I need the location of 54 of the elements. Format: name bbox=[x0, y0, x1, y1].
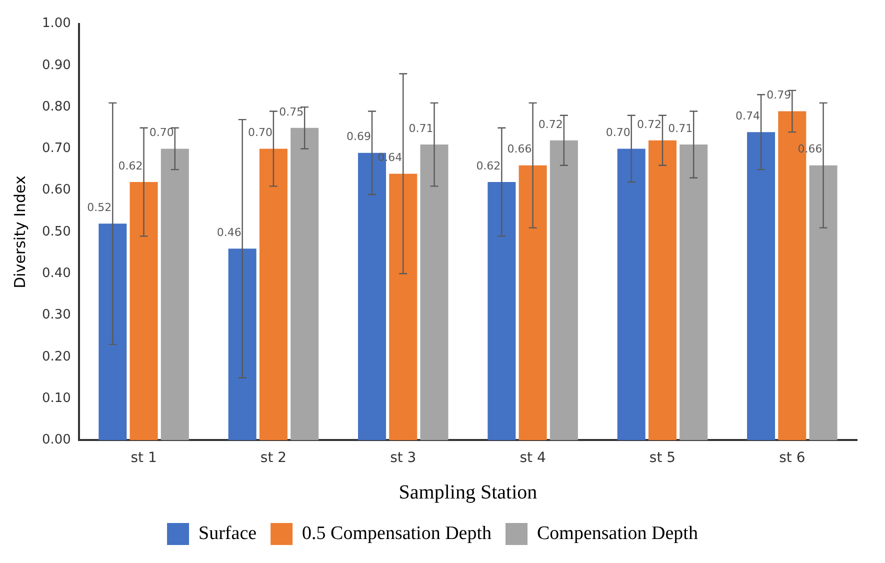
x-tick-label: st 1 bbox=[130, 450, 157, 466]
bar bbox=[518, 165, 547, 440]
y-tick-label: 0.60 bbox=[42, 182, 71, 198]
data-label: 0.46 bbox=[216, 226, 242, 240]
data-label: 0.70 bbox=[606, 126, 630, 140]
y-tick-label: 1.00 bbox=[42, 16, 71, 32]
bar bbox=[747, 132, 776, 440]
legend-label: Compensation Depth bbox=[537, 522, 698, 544]
bar bbox=[228, 248, 256, 440]
data-label: 0.71 bbox=[408, 122, 434, 135]
data-label: 0.72 bbox=[636, 118, 662, 131]
y-tick-label: 0.00 bbox=[42, 432, 71, 448]
bar bbox=[259, 148, 288, 440]
bar bbox=[550, 140, 578, 440]
x-tick-label: st 3 bbox=[390, 450, 416, 466]
data-label: 0.62 bbox=[476, 159, 501, 172]
x-tick-label: st 4 bbox=[520, 450, 546, 466]
legend-label: Surface bbox=[198, 522, 257, 544]
data-label: 0.79 bbox=[766, 88, 792, 102]
y-tick-label: 0.30 bbox=[42, 308, 71, 323]
bar bbox=[389, 174, 418, 440]
data-label: 0.52 bbox=[87, 201, 112, 214]
bar bbox=[420, 144, 448, 440]
bar bbox=[290, 128, 319, 440]
y-axis-title: Diversity Index bbox=[10, 175, 29, 288]
bar bbox=[130, 182, 158, 440]
y-tick-label: 0.50 bbox=[42, 224, 71, 240]
y-tick-label: 0.20 bbox=[42, 349, 71, 364]
x-axis-title: Sampling Station bbox=[398, 481, 538, 504]
data-label: 0.62 bbox=[118, 159, 143, 172]
data-label: 0.72 bbox=[538, 118, 563, 131]
bar bbox=[160, 148, 189, 440]
bar bbox=[98, 224, 127, 440]
bar bbox=[680, 144, 708, 440]
y-tick-label: 0.70 bbox=[42, 141, 71, 156]
data-label: 0.75 bbox=[279, 105, 304, 118]
x-tick-label: st 5 bbox=[649, 450, 676, 466]
data-label: 0.66 bbox=[507, 142, 532, 156]
data-label: 0.70 bbox=[149, 126, 174, 140]
y-tick-label: 0.80 bbox=[42, 99, 71, 114]
x-tick-label: st 6 bbox=[779, 450, 806, 466]
bar bbox=[617, 148, 646, 440]
bar bbox=[648, 140, 676, 440]
data-label: 0.69 bbox=[346, 130, 372, 144]
bar bbox=[488, 182, 516, 440]
x-tick-label: st 2 bbox=[260, 450, 287, 466]
legend-label: 0.5 Compensation Depth bbox=[302, 522, 492, 544]
data-label: 0.71 bbox=[668, 122, 693, 135]
y-tick-label: 0.10 bbox=[42, 390, 71, 406]
bar bbox=[809, 165, 838, 440]
y-tick-label: 0.90 bbox=[42, 58, 71, 73]
data-label: 0.74 bbox=[736, 109, 760, 122]
data-label: 0.70 bbox=[248, 126, 272, 140]
y-tick-label: 0.40 bbox=[42, 266, 71, 282]
